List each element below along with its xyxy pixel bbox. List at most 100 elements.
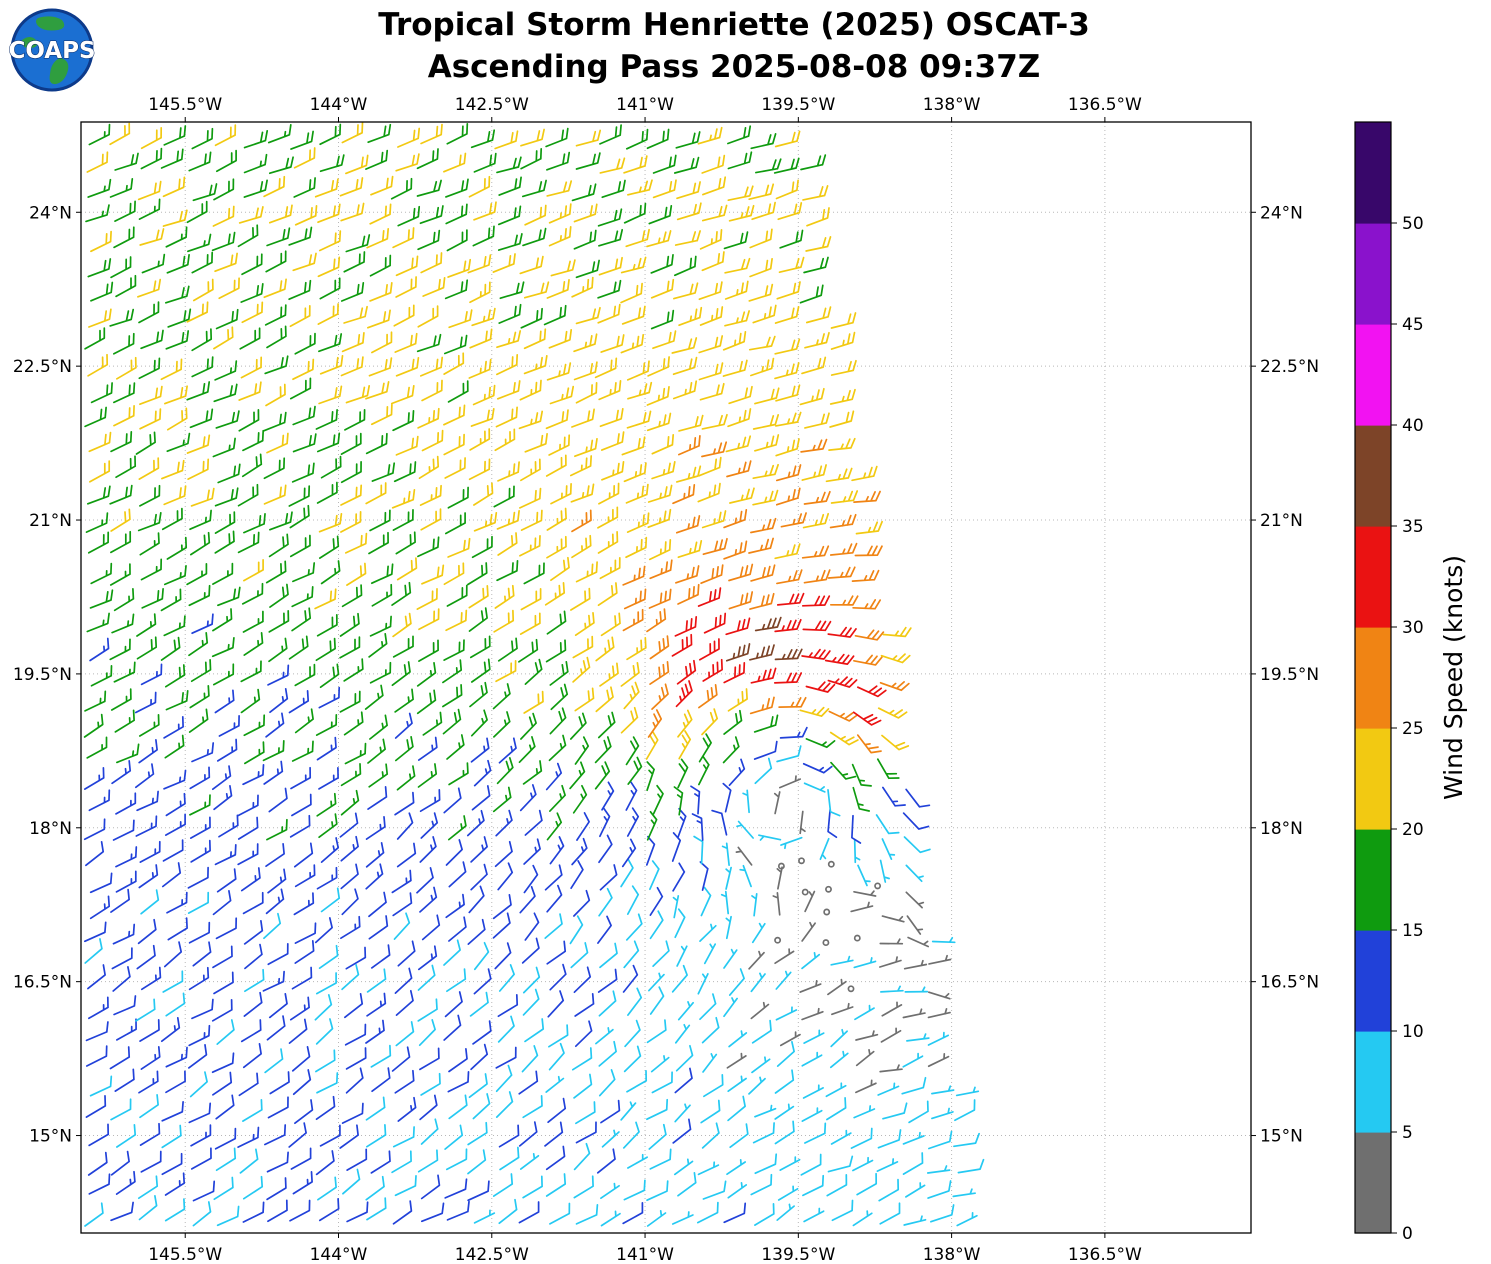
wind-barb (621, 436, 646, 456)
wind-barb (395, 356, 420, 377)
wind-barb (266, 1177, 287, 1201)
wind-barb (243, 153, 268, 174)
wind-barb (572, 784, 588, 814)
wind-barb (191, 613, 214, 635)
wind-barb (446, 968, 467, 993)
wind-barb (676, 181, 701, 200)
wind-barb (365, 1096, 386, 1121)
wind-barb (87, 258, 112, 278)
wind-barb (469, 991, 489, 1017)
wind-barb (218, 814, 239, 838)
lat-tick-label-right: 21°N (1260, 511, 1303, 531)
wind-barb (137, 512, 162, 532)
wind-barb (492, 253, 516, 273)
wind-barb (851, 763, 872, 787)
wind-barb (340, 281, 365, 302)
wind-barb (803, 1029, 825, 1044)
wind-barb (318, 813, 338, 839)
wind-barb (903, 959, 928, 970)
wind-barb (678, 306, 703, 327)
wind-barb (163, 615, 186, 637)
wind-barb (446, 584, 468, 607)
wind-barb (701, 708, 719, 736)
wind-barb (626, 807, 640, 837)
wind-barb (522, 988, 540, 1016)
wind-barb (725, 617, 751, 636)
wind-barb (523, 838, 541, 865)
wind-barb (137, 180, 162, 201)
wind-barb (492, 912, 511, 939)
wind-barb (111, 613, 135, 634)
wind-barb (161, 862, 182, 888)
wind-barb (116, 1123, 137, 1148)
wind-barb (742, 789, 750, 814)
wind-barb (318, 535, 340, 559)
wind-barb (140, 663, 163, 686)
wind-barb (212, 437, 236, 458)
wind-barb (926, 1165, 951, 1174)
wind-barb (677, 1171, 697, 1197)
wind-barb (443, 334, 468, 355)
wind-barb (212, 889, 232, 916)
wind-barb (212, 608, 233, 632)
wind-barb (855, 1079, 877, 1094)
lon-tick-label-bottom: 141°W (616, 1245, 674, 1264)
wind-barb (521, 937, 540, 964)
wind-barb (84, 327, 106, 350)
wind-barb (830, 761, 857, 780)
colorbar-segment (1355, 324, 1391, 426)
wind-barb (623, 462, 647, 483)
wind-barb (801, 1051, 823, 1067)
wind-barb (754, 434, 780, 452)
wind-barb (775, 438, 800, 457)
wind-barb (239, 1148, 259, 1174)
wind-barb (292, 562, 316, 583)
wind-barb (190, 1124, 212, 1147)
wind-barb (394, 688, 414, 713)
wind-barb (473, 1209, 496, 1224)
wind-barb (368, 915, 389, 940)
wind-barb (852, 711, 882, 726)
wind-barb (365, 1175, 385, 1201)
wind-barb (318, 512, 343, 533)
wind-barb (671, 964, 688, 993)
wind-barb (499, 281, 525, 300)
wind-barb (317, 203, 341, 224)
wind-barb (266, 325, 287, 349)
wind-barb (366, 1124, 387, 1148)
wind-barb (573, 966, 592, 994)
wind-barb (395, 153, 420, 172)
wind-barb (367, 309, 391, 329)
wind-barb (575, 259, 600, 279)
wind-barb (650, 309, 675, 330)
wind-barb (826, 1174, 848, 1197)
wind-barb (109, 122, 131, 146)
wind-barb (139, 385, 163, 406)
wind-barb (774, 1103, 795, 1120)
wind-barb (269, 583, 289, 608)
wind-barb (520, 147, 543, 170)
wind-barb (445, 839, 463, 866)
wind-barb (727, 185, 754, 202)
wind-barb (468, 358, 492, 379)
wind-barb (319, 354, 344, 375)
wind-barb (801, 356, 827, 375)
wind-barb (774, 411, 802, 427)
wind-barb (703, 943, 717, 965)
lat-tick-label-left: 21°N (29, 511, 72, 531)
wind-barb (649, 559, 673, 580)
wind-barb (468, 585, 489, 609)
wind-barb (340, 510, 362, 533)
wind-barb (674, 616, 698, 637)
wind-barb (575, 306, 601, 325)
wind-barb (646, 385, 670, 406)
wind-barb (647, 356, 670, 377)
wind-barb (697, 1161, 720, 1176)
wind-barb (421, 429, 444, 452)
wind-barb (651, 683, 669, 710)
wind-barb (829, 513, 857, 529)
wind-barb (292, 1171, 313, 1195)
wind-barb (751, 922, 766, 944)
colorbar-tick-label: 35 (1402, 517, 1424, 537)
wind-barb (702, 176, 727, 196)
